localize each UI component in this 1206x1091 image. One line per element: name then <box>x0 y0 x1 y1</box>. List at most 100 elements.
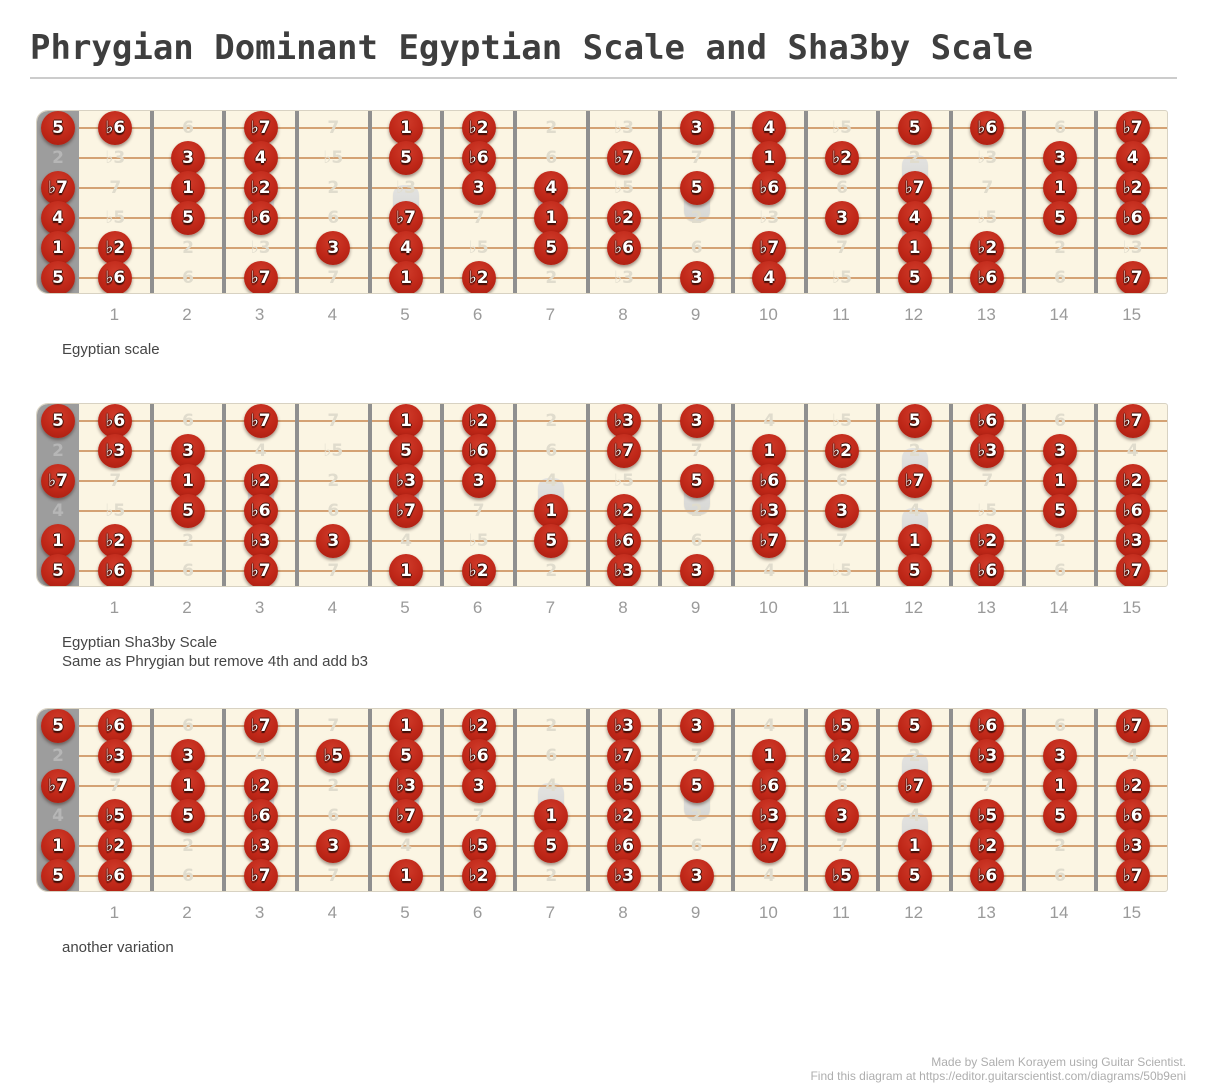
diagram-caption: another variation <box>62 938 962 957</box>
note-dot: 1 <box>897 230 932 265</box>
note-dot: ♭5 <box>970 798 1005 833</box>
note-dot: ♭5 <box>825 858 859 891</box>
fret-wire <box>949 709 953 891</box>
fret-number: 2 <box>182 903 192 922</box>
fret-wire <box>1167 111 1168 294</box>
note-dot: 5 <box>1043 200 1077 235</box>
string-line <box>79 276 1167 279</box>
note-dot: ♭6 <box>970 404 1005 439</box>
ghost-note-label: 2 <box>545 865 558 886</box>
note-dot: 1 <box>389 260 423 293</box>
note-dot: ♭2 <box>1115 171 1150 206</box>
ghost-note-label: 4 <box>545 776 558 797</box>
note-dot: 5 <box>897 260 932 293</box>
fret-wire <box>876 404 881 586</box>
ghost-note-label: 7 <box>327 411 340 432</box>
note-dot: 5 <box>41 404 75 439</box>
fret-number: 4 <box>327 903 338 922</box>
note-dot: ♭6 <box>607 523 641 558</box>
note-dot: 3 <box>679 111 714 146</box>
note-dot: ♭2 <box>825 434 859 469</box>
ghost-note-label: 4 <box>763 865 776 886</box>
note-dot: 1 <box>389 553 423 586</box>
note-dot: ♭6 <box>98 404 133 439</box>
ghost-note-label: 7 <box>109 178 122 199</box>
fret-number: 14 <box>1049 305 1069 324</box>
note-dot: ♭2 <box>461 404 496 439</box>
note-dot: ♭6 <box>98 553 133 586</box>
note-dot: 3 <box>679 553 714 586</box>
note-dot: 4 <box>1115 141 1150 176</box>
note-dot: ♭3 <box>607 709 641 744</box>
ghost-note-label: 7 <box>327 716 340 737</box>
note-dot: 5 <box>171 200 205 235</box>
ghost-note-label: 2 <box>182 237 194 258</box>
note-dot: ♭6 <box>970 260 1005 293</box>
note-dot: ♭7 <box>607 434 641 469</box>
note-dot: ♭6 <box>1115 493 1150 528</box>
note-dot: 3 <box>316 230 351 265</box>
fret-wire <box>585 111 590 293</box>
ghost-note-label: 6 <box>182 118 194 139</box>
ghost-note-label: 2 <box>52 441 64 462</box>
fret-number: 10 <box>758 598 778 617</box>
fret-number: 2 <box>182 305 192 324</box>
fret-wire <box>1167 709 1168 892</box>
ghost-note-label: ♭5 <box>323 148 344 169</box>
note-dot: 3 <box>316 828 351 863</box>
fret-number: 14 <box>1049 903 1069 922</box>
ghost-note-label: 6 <box>545 746 558 767</box>
note-dot: ♭7 <box>243 858 278 891</box>
ghost-note-label: 2 <box>545 118 558 139</box>
note-dot: ♭7 <box>607 141 641 176</box>
note-dot: 1 <box>41 523 75 558</box>
note-dot: 3 <box>461 769 496 804</box>
ghost-note-label: 6 <box>327 500 340 521</box>
string-line <box>79 127 1167 130</box>
note-dot: 5 <box>897 404 932 439</box>
fret-wire <box>367 709 372 891</box>
ghost-note-label: 7 <box>109 471 122 492</box>
note-dot: ♭7 <box>41 769 75 804</box>
ghost-note-label: ♭3 <box>614 118 634 139</box>
fretboard-diagram-variation: 5 ♭6 6 ♭7 7 1 ♭2 2 ♭3 3 4 ♭5 5 ♭6 6 ♭7 2 ♭3 3 4 ♭5 5 ♭6 6 ♭7 7 1 ♭2… <box>0 708 1206 968</box>
fret-wire <box>803 111 808 293</box>
fret-number: 4 <box>327 305 338 324</box>
ghost-note-label: 2 <box>690 207 703 228</box>
fret-number: 8 <box>618 903 628 922</box>
note-dot: 1 <box>171 171 205 206</box>
ghost-note-label: ♭5 <box>832 560 852 581</box>
note-dot: ♭2 <box>98 828 133 863</box>
note-dot: 1 <box>171 769 205 804</box>
ghost-note-label: ♭3 <box>614 267 634 288</box>
fretboard: 5 ♭6 6 ♭7 7 1 ♭2 2 ♭3 3 4 ♭5 5 ♭6 6 ♭7 2 ♭3 3 4 ♭5 5 ♭6 6 ♭7 7 1 ♭2… <box>36 403 1168 587</box>
note-dot: 1 <box>389 404 423 439</box>
fret-wire <box>440 404 445 586</box>
note-dot: ♭7 <box>389 200 423 235</box>
note-dot: ♭7 <box>243 404 278 439</box>
ghost-note-label: 2 <box>545 716 558 737</box>
note-dot: ♭7 <box>1115 858 1150 891</box>
note-dot: ♭6 <box>1115 798 1150 833</box>
fret-wire <box>367 404 372 586</box>
fret-number: 15 <box>1122 903 1142 922</box>
note-dot: 4 <box>243 141 278 176</box>
ghost-note-label: ♭5 <box>977 500 998 521</box>
note-dot: 3 <box>679 858 714 891</box>
note-dot: 1 <box>389 111 423 146</box>
note-dot: ♭7 <box>1115 553 1150 586</box>
fret-number: 5 <box>400 903 410 922</box>
note-dot: 1 <box>534 200 569 235</box>
note-dot: ♭7 <box>243 709 278 744</box>
fret-wire <box>658 111 663 293</box>
ghost-note-label: 4 <box>908 500 921 521</box>
fret-wire <box>658 709 663 891</box>
ghost-note-label: ♭5 <box>832 267 852 288</box>
ghost-note-label: 6 <box>1054 716 1066 737</box>
ghost-note-label: ♭5 <box>323 441 344 462</box>
ghost-note-label: ♭3 <box>250 237 271 258</box>
fret-number: 15 <box>1122 598 1142 617</box>
note-dot: ♭6 <box>461 739 496 774</box>
page-title: Phrygian Dominant Egyptian Scale and Sha… <box>30 28 1034 68</box>
fret-number: 9 <box>690 598 701 617</box>
